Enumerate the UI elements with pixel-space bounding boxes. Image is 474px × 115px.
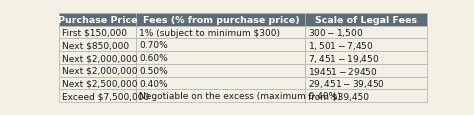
Bar <box>137 90 305 102</box>
Bar <box>137 64 305 77</box>
Text: $1,501 - $7,450: $1,501 - $7,450 <box>308 39 374 51</box>
Text: $19451 - $29450: $19451 - $29450 <box>308 65 378 76</box>
Bar <box>59 14 137 26</box>
Bar <box>59 90 137 102</box>
Bar <box>59 52 137 64</box>
Bar <box>305 39 427 52</box>
Bar <box>305 52 427 64</box>
Text: Next $2,000,000: Next $2,000,000 <box>62 54 137 63</box>
Bar <box>305 26 427 39</box>
Text: 0.50%: 0.50% <box>139 66 168 75</box>
Text: $300 - $1,500: $300 - $1,500 <box>308 27 364 39</box>
Text: Next $850,000: Next $850,000 <box>62 41 129 50</box>
Text: Next $2,500,000: Next $2,500,000 <box>62 79 137 88</box>
Text: 0.70%: 0.70% <box>139 41 168 50</box>
Bar <box>59 64 137 77</box>
Bar <box>305 77 427 90</box>
Text: $7,451 - $19,450: $7,451 - $19,450 <box>308 52 380 64</box>
Text: Negotiable on the excess (maximum 0.40%): Negotiable on the excess (maximum 0.40%) <box>139 92 341 101</box>
Text: Exceed $7,500,000: Exceed $7,500,000 <box>62 92 149 101</box>
Bar <box>137 39 305 52</box>
Text: Scale of Legal Fees: Scale of Legal Fees <box>315 16 417 25</box>
Text: $29,451 - $39,450: $29,451 - $39,450 <box>308 77 385 89</box>
Bar <box>305 64 427 77</box>
Bar <box>59 77 137 90</box>
Text: First $150,000: First $150,000 <box>62 28 127 37</box>
Bar <box>305 14 427 26</box>
Bar <box>59 26 137 39</box>
Bar <box>305 90 427 102</box>
Text: Next $2,000,000: Next $2,000,000 <box>62 66 137 75</box>
Text: 0.60%: 0.60% <box>139 54 168 63</box>
Bar <box>137 14 305 26</box>
Bar <box>137 77 305 90</box>
Text: 1% (subject to minimum $300): 1% (subject to minimum $300) <box>139 28 280 37</box>
Text: from $39,450: from $39,450 <box>308 92 369 101</box>
Text: 0.40%: 0.40% <box>139 79 168 88</box>
Bar <box>137 52 305 64</box>
Text: Purchase Price: Purchase Price <box>58 16 137 25</box>
Bar <box>59 39 137 52</box>
Bar <box>137 26 305 39</box>
Text: Fees (% from purchase price): Fees (% from purchase price) <box>143 16 299 25</box>
